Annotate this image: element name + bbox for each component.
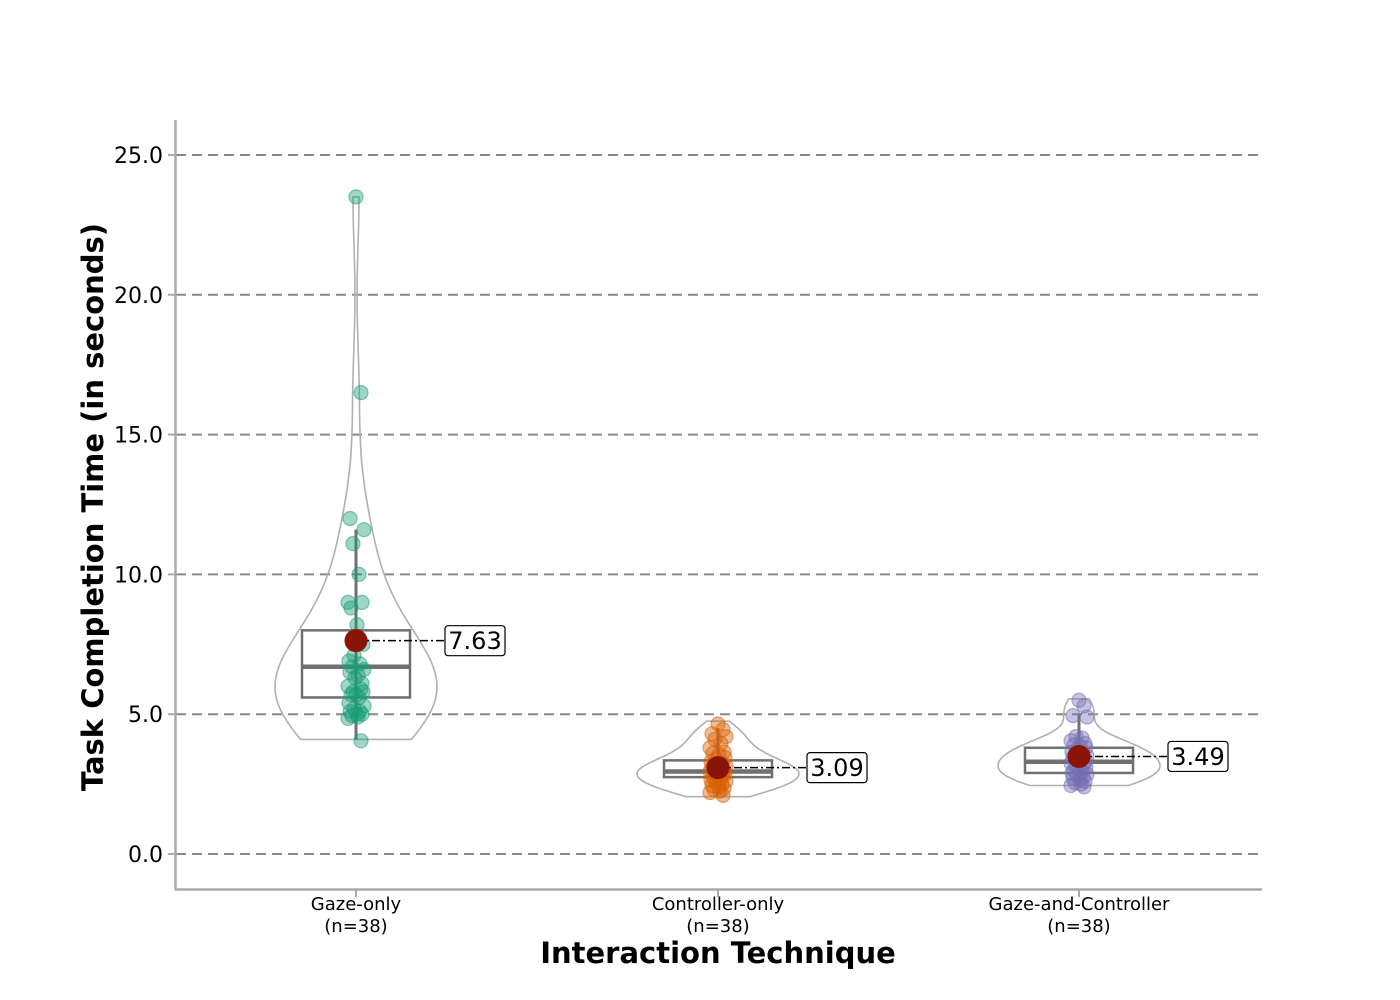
mean-marker <box>706 756 730 780</box>
violin-2 <box>636 720 800 798</box>
data-point <box>1063 777 1079 794</box>
data-point <box>353 733 369 749</box>
data-point <box>345 536 361 552</box>
data-point <box>1076 698 1092 714</box>
data-point <box>348 189 364 205</box>
y-tick-label: 10.0 <box>114 563 163 588</box>
x-tick-label: Gaze-only <box>311 894 402 915</box>
mean-label: 3.49 <box>1171 743 1224 771</box>
mean-marker <box>1067 744 1091 768</box>
x-ticks: Gaze-only(n=38)Controller-only(n=38)Gaze… <box>311 890 1170 937</box>
mean-label-box <box>444 625 506 657</box>
x-tick-count-label: (n=38) <box>1047 916 1110 937</box>
mean-markers: 7.63 3.09 3.49 <box>344 625 1229 784</box>
x-tick-label: Gaze-and-Controller <box>989 894 1170 915</box>
y-axis-title: Task Completion Time (in seconds) <box>76 223 110 791</box>
y-tick-label: 20.0 <box>114 284 163 309</box>
x-tick-count-label: (n=38) <box>324 916 387 937</box>
violin-1 <box>274 196 438 741</box>
y-ticks: 0.0 5.0 10.0 15.0 20.0 25.0 <box>114 144 176 868</box>
mean-marker <box>344 629 368 653</box>
data-point <box>1065 708 1081 724</box>
x-tick-label: Controller-only <box>652 894 785 915</box>
x-tick-count-label: (n=38) <box>686 916 749 937</box>
data-point <box>351 566 367 583</box>
data-point <box>356 522 372 538</box>
y-tick-label: 0.0 <box>128 843 163 868</box>
data-point <box>353 385 369 401</box>
data-points <box>340 189 1095 803</box>
mean-label-box <box>806 752 868 784</box>
data-point <box>1079 709 1095 725</box>
data-point <box>340 710 356 727</box>
data-point <box>702 784 718 801</box>
data-point <box>342 510 358 527</box>
y-tick-label: 25.0 <box>114 144 163 169</box>
x-axis-title: Interaction Technique <box>540 936 896 970</box>
axes <box>174 120 1262 891</box>
mean-label-box <box>1167 740 1229 773</box>
mean-label: 3.09 <box>810 754 863 782</box>
data-point <box>715 787 731 803</box>
data-point <box>343 600 359 616</box>
violins <box>274 196 1161 798</box>
mean-label: 7.63 <box>448 627 501 655</box>
y-tick-label: 15.0 <box>114 424 163 449</box>
data-point <box>1076 779 1092 795</box>
y-tick-label: 5.0 <box>128 703 163 728</box>
